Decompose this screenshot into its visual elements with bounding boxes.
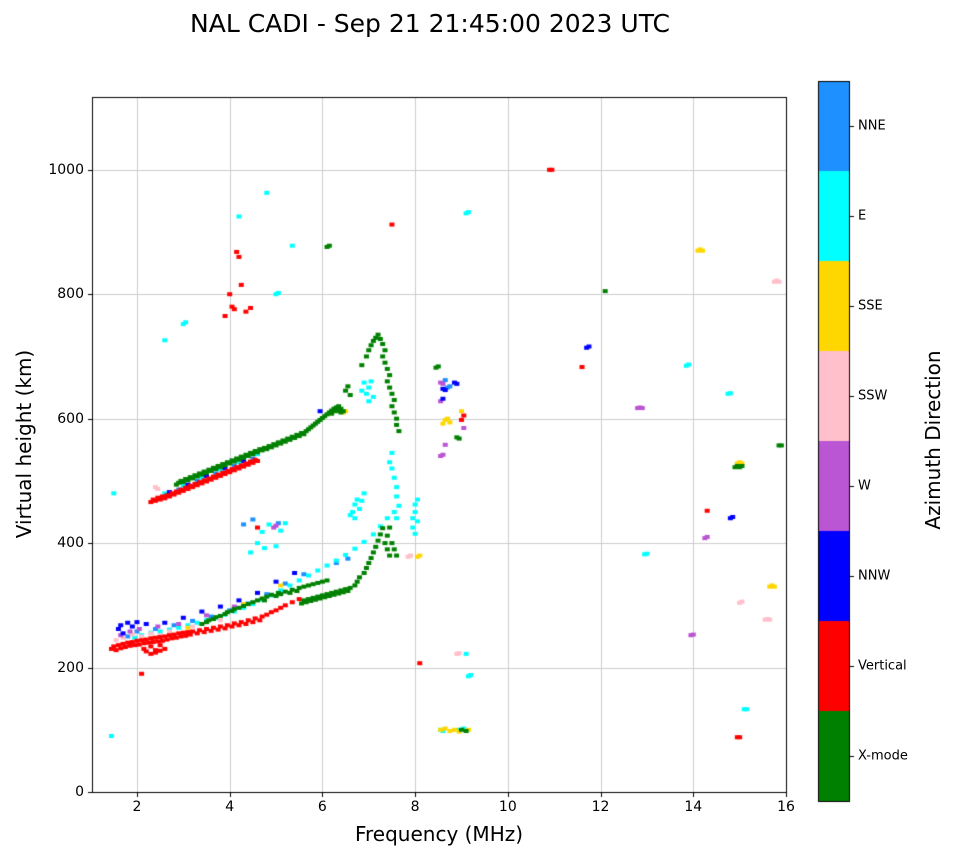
- x-tick-label: 14: [684, 799, 703, 815]
- colorbar-category-label: NNW: [858, 568, 891, 584]
- colorbar-category-label: SSW: [858, 388, 888, 404]
- chart-title: NAL CADI - Sep 21 21:45:00 2023 UTC: [190, 9, 670, 38]
- y-tick-label: 0: [75, 784, 84, 800]
- y-tick-label: 400: [57, 535, 84, 552]
- colorbar-label: Azimuth Direction: [921, 350, 945, 530]
- y-tick-label: 600: [57, 410, 84, 427]
- x-tick-label: 16: [777, 799, 795, 815]
- x-tick-label: 2: [132, 799, 142, 815]
- y-tick-label: 800: [57, 286, 84, 303]
- x-tick-label: 4: [225, 799, 235, 815]
- y-tick-label: 200: [57, 659, 84, 676]
- colorbar-category-label: W: [858, 478, 871, 494]
- x-tick-label: 6: [317, 799, 327, 815]
- x-tick-label: 12: [591, 799, 610, 815]
- y-axis-label: Virtual height (km): [12, 349, 36, 539]
- colorbar-category-label: E: [858, 208, 867, 224]
- x-tick-label: 8: [410, 799, 420, 815]
- y-tick-label: 1000: [48, 161, 84, 178]
- colorbar-category-label: SSE: [858, 298, 883, 314]
- x-axis-label: Frequency (MHz): [354, 822, 524, 846]
- x-tick-label: 10: [498, 799, 517, 815]
- colorbar-category-label: Vertical: [858, 658, 907, 674]
- colorbar-category-label: X-mode: [858, 748, 908, 764]
- colorbar-category-label: NNE: [858, 118, 886, 134]
